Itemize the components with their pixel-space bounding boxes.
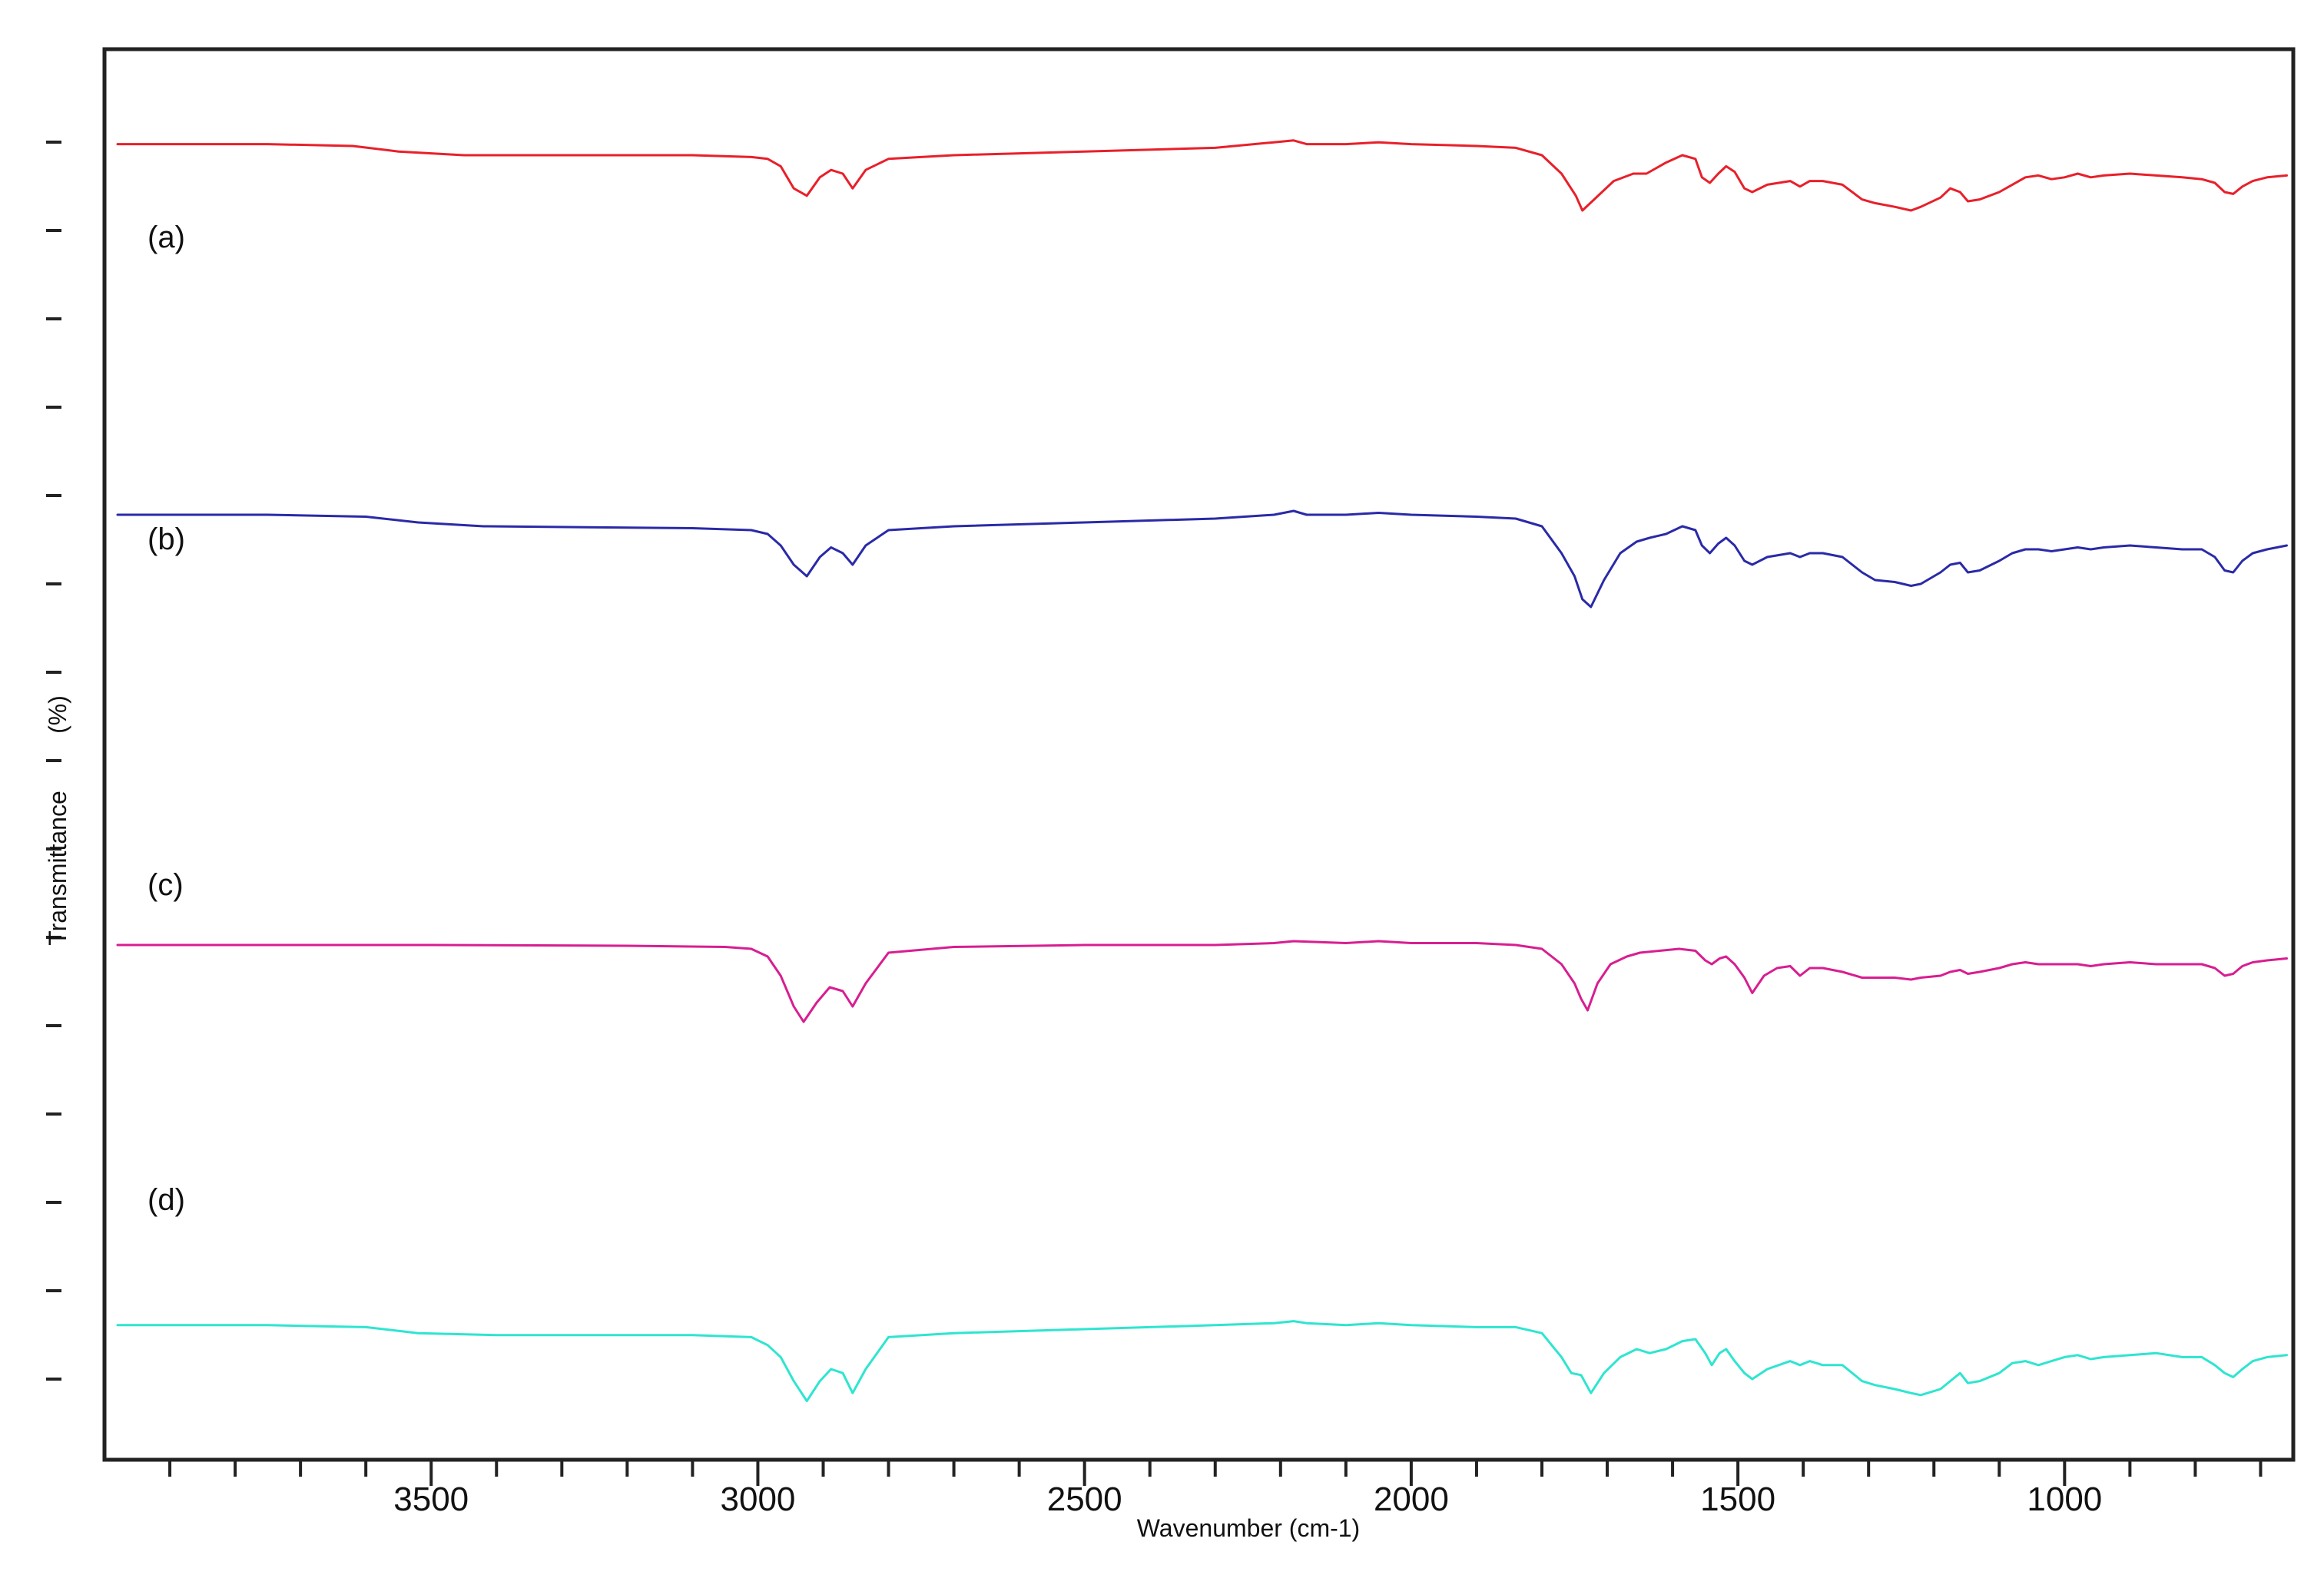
plot-frame — [102, 47, 2296, 1462]
series-line-1 — [116, 139, 2288, 212]
x-axis-ticks — [168, 1460, 2263, 1486]
y-axis-ticks — [46, 141, 61, 1381]
x-tick-label: 3000 — [721, 1480, 796, 1518]
series-line-3 — [116, 940, 2288, 1023]
series-line-2 — [116, 509, 2288, 608]
series-line-4 — [116, 1320, 2288, 1403]
series-group — [116, 139, 2288, 1403]
x-tick-label: 2500 — [1047, 1480, 1122, 1518]
x-tick-label: 1000 — [2027, 1480, 2102, 1518]
x-tick-label: 3500 — [393, 1480, 469, 1518]
series-label-3: (c) — [148, 868, 184, 902]
x-tick-label: 1500 — [1700, 1480, 1775, 1518]
series-label-1: (a) — [148, 220, 185, 254]
series-labels: (a) (b) (c) (d) — [148, 220, 185, 1217]
y-axis-unit: (%) — [44, 695, 71, 734]
x-axis-label: Wavenumber (cm-1) — [1137, 1514, 1360, 1542]
y-axis-label: Transmittance — [44, 791, 71, 946]
series-label-4: (d) — [148, 1183, 185, 1217]
x-axis-tick-labels: 3500 3000 2500 2000 1500 1000 — [393, 1480, 2102, 1518]
x-tick-label: 2000 — [1374, 1480, 1449, 1518]
series-label-2: (b) — [148, 522, 185, 556]
